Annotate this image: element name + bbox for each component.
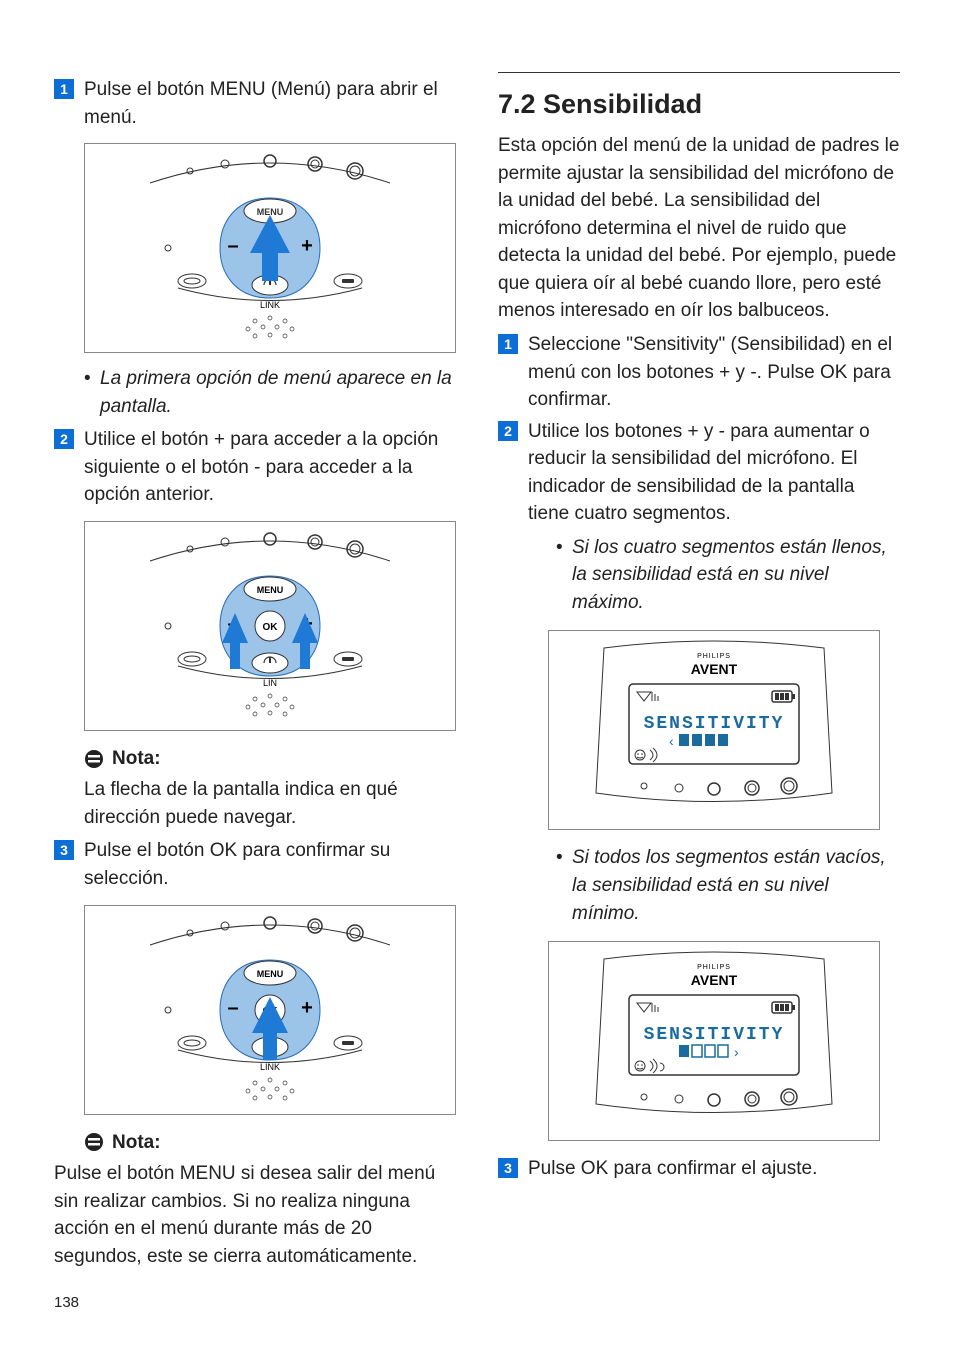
section-rule [498,72,900,73]
step-number: 2 [498,421,518,441]
left-column: 1 Pulse el botón MENU (Menú) para abrir … [54,72,456,1270]
note-heading-2: Nota: [84,1129,456,1157]
right-step-3: 3 Pulse OK para confirmar el ajuste. [498,1155,900,1183]
note-label: Nota: [112,1129,161,1157]
svg-text:LINK: LINK [260,300,280,310]
svg-text:AVENT: AVENT [691,972,738,988]
bullet-dot: • [556,844,572,927]
svg-text:›: › [734,1044,739,1060]
left-step-1: 1 Pulse el botón MENU (Menú) para abrir … [54,76,456,131]
page-number: 138 [54,1292,79,1314]
figure-device-ok: MENU OK – + LINK [84,905,456,1115]
svg-text:SENSITIVITY: SENSITIVITY [644,714,785,734]
right-bullet-1: • Si los cuatro segmentos están llenos, … [556,534,900,617]
svg-text:MENU: MENU [257,969,284,979]
note-text-1: La flecha de la pantalla indica en qué d… [84,776,456,831]
step-number: 1 [54,79,74,99]
bullet-text: Si los cuatro segmentos están llenos, la… [572,534,900,617]
note-label: Nota: [112,745,161,773]
svg-text:PHILIPS: PHILIPS [697,964,731,971]
svg-text:+: + [301,235,313,257]
left-step-3: 3 Pulse el botón OK para confirmar su se… [54,837,456,892]
step-number: 1 [498,334,518,354]
left-step-2: 2 Utilice el botón + para acceder a la o… [54,426,456,509]
right-column: 7.2 Sensibilidad Esta opción del menú de… [498,72,900,1270]
svg-text:LINK: LINK [260,1062,280,1072]
step-text: Seleccione "Sensitivity" (Sensibilidad) … [528,331,900,414]
right-bullet-2: • Si todos los segmentos están vacíos, l… [556,844,900,927]
step-text: Utilice los botones + y - para aumentar … [528,418,900,528]
section-heading: 7.2 Sensibilidad [498,85,900,124]
svg-text:‹: ‹ [669,733,674,749]
svg-text:AVENT: AVENT [691,661,738,677]
figure-device-menu: MENU – + LINK [84,143,456,353]
intro-paragraph: Esta opción del menú de la unidad de pad… [498,132,900,325]
figure-lcd-empty: PHILIPS AVENT SENSITIVITY › [548,941,880,1141]
bullet-text: Si todos los segmentos están vacíos, la … [572,844,900,927]
svg-text:+: + [301,997,313,1019]
right-step-1: 1 Seleccione "Sensitivity" (Sensibilidad… [498,331,900,414]
bullet-dot: • [84,365,100,420]
right-step-2: 2 Utilice los botones + y - para aumenta… [498,418,900,528]
step-text: Pulse OK para confirmar el ajuste. [528,1155,900,1183]
note-icon [84,749,104,769]
step-number: 3 [54,840,74,860]
svg-text:SENSITIVITY: SENSITIVITY [644,1025,785,1045]
note-text-2: Pulse el botón MENU si desea salir del m… [54,1160,456,1270]
bullet-dot: • [556,534,572,617]
bullet-text: La primera opción de menú aparece en la … [100,365,456,420]
step-number: 3 [498,1158,518,1178]
svg-text:OK: OK [263,622,279,633]
step-text: Pulse el botón MENU (Menú) para abrir el… [84,76,456,131]
svg-text:PHILIPS: PHILIPS [697,653,731,660]
step-text: Pulse el botón OK para confirmar su sele… [84,837,456,892]
figure-lcd-full: PHILIPS AVENT SENSITIVITY ‹ [548,630,880,830]
note-icon [84,1132,104,1152]
step-number: 2 [54,429,74,449]
svg-text:MENU: MENU [257,585,284,595]
figure-device-plusminus: MENU OK – + LIN [84,521,456,731]
svg-text:–: – [227,235,238,257]
left-bullet-1: • La primera opción de menú aparece en l… [84,365,456,420]
svg-text:–: – [227,997,238,1019]
note-heading-1: Nota: [84,745,456,773]
svg-text:LIN: LIN [263,678,277,688]
step-text: Utilice el botón + para acceder a la opc… [84,426,456,509]
